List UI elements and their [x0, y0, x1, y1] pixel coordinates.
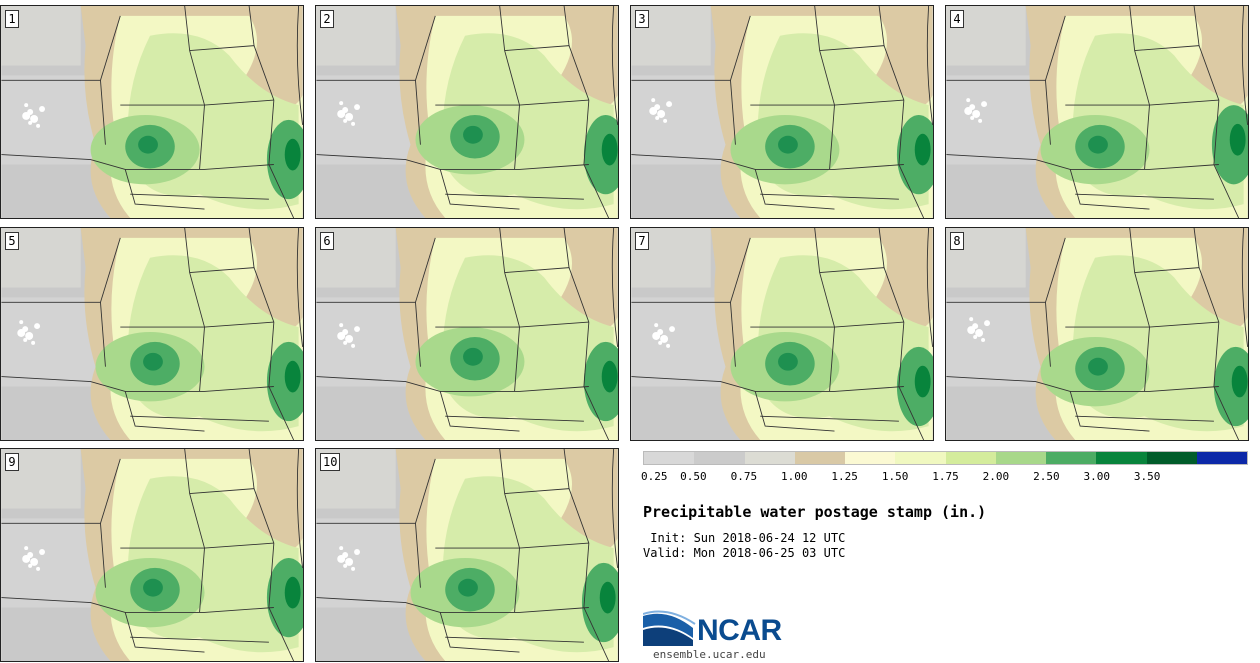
- member-number-4: 4: [950, 10, 964, 28]
- member-panel-8[interactable]: 8: [945, 227, 1249, 441]
- colorbar-segment: [1196, 452, 1247, 464]
- colorbar-tick-label: 0.50: [680, 470, 707, 483]
- colorbar-tick-label: 1.75: [932, 470, 959, 483]
- member-map-8: [946, 228, 1248, 440]
- colorbar-segment: [1046, 452, 1097, 464]
- member-number-1: 1: [5, 10, 19, 28]
- member-map-4: [946, 6, 1248, 218]
- member-map-2: [316, 6, 618, 218]
- colorbar-tick-label: 1.25: [831, 470, 858, 483]
- website-url[interactable]: ensemble.ucar.edu: [653, 648, 766, 661]
- colorbar-segment: [744, 452, 795, 464]
- member-panel-5[interactable]: 5: [0, 227, 304, 441]
- member-number-2: 2: [320, 10, 334, 28]
- member-panel-4[interactable]: 4: [945, 5, 1249, 219]
- colorbar-segment: [694, 452, 745, 464]
- member-panel-2[interactable]: 2: [315, 5, 619, 219]
- figure-title: Precipitable water postage stamp (in.): [643, 503, 987, 521]
- colorbar: [643, 451, 1248, 465]
- member-number-5: 5: [5, 232, 19, 250]
- member-number-10: 10: [320, 453, 341, 471]
- member-map-6: [316, 228, 618, 440]
- member-number-8: 8: [950, 232, 964, 250]
- member-map-10: [316, 449, 618, 661]
- ncar-logo-text: NCAR: [697, 614, 782, 647]
- colorbar-tick-label: 0.75: [730, 470, 758, 483]
- member-panel-3[interactable]: 3: [630, 5, 934, 219]
- colorbar-tick-label: 3.50: [1133, 470, 1161, 483]
- member-map-7: [631, 228, 933, 440]
- colorbar-segment: [995, 452, 1046, 464]
- time-info: Init: Sun 2018-06-24 12 UTC Valid: Mon 2…: [643, 531, 845, 561]
- colorbar-segment: [845, 452, 896, 464]
- member-number-9: 9: [5, 453, 19, 471]
- colorbar-segment: [1146, 452, 1197, 464]
- colorbar-tick-label: 3.00: [1083, 470, 1111, 483]
- member-map-1: [1, 6, 303, 218]
- member-number-7: 7: [635, 232, 649, 250]
- colorbar-segment: [794, 452, 845, 464]
- colorbar-tick-label: 2.50: [1033, 470, 1060, 483]
- member-panel-9[interactable]: 9: [0, 448, 304, 662]
- colorbar-tick-label: 1.00: [781, 470, 808, 483]
- colorbar-tick-label: 1.50: [881, 470, 909, 483]
- valid-time: Valid: Mon 2018-06-25 03 UTC: [643, 546, 846, 560]
- member-number-3: 3: [635, 10, 649, 28]
- member-panel-1[interactable]: 1: [0, 5, 304, 219]
- ncar-logo-icon: [643, 610, 696, 646]
- member-map-9: [1, 449, 303, 661]
- colorbar-tick-label: 2.00: [982, 470, 1010, 483]
- member-map-3: [631, 6, 933, 218]
- colorbar-segment: [644, 452, 695, 464]
- member-panel-6[interactable]: 6: [315, 227, 619, 441]
- member-map-5: [1, 228, 303, 440]
- init-time: Init: Sun 2018-06-24 12 UTC: [643, 531, 846, 545]
- colorbar-tick-label: 0.25: [641, 470, 668, 483]
- colorbar-segment: [1096, 452, 1147, 464]
- member-panel-10[interactable]: 10: [315, 448, 619, 662]
- member-panel-7[interactable]: 7: [630, 227, 934, 441]
- colorbar-segment: [945, 452, 996, 464]
- member-number-6: 6: [320, 232, 334, 250]
- colorbar-segment: [895, 452, 946, 464]
